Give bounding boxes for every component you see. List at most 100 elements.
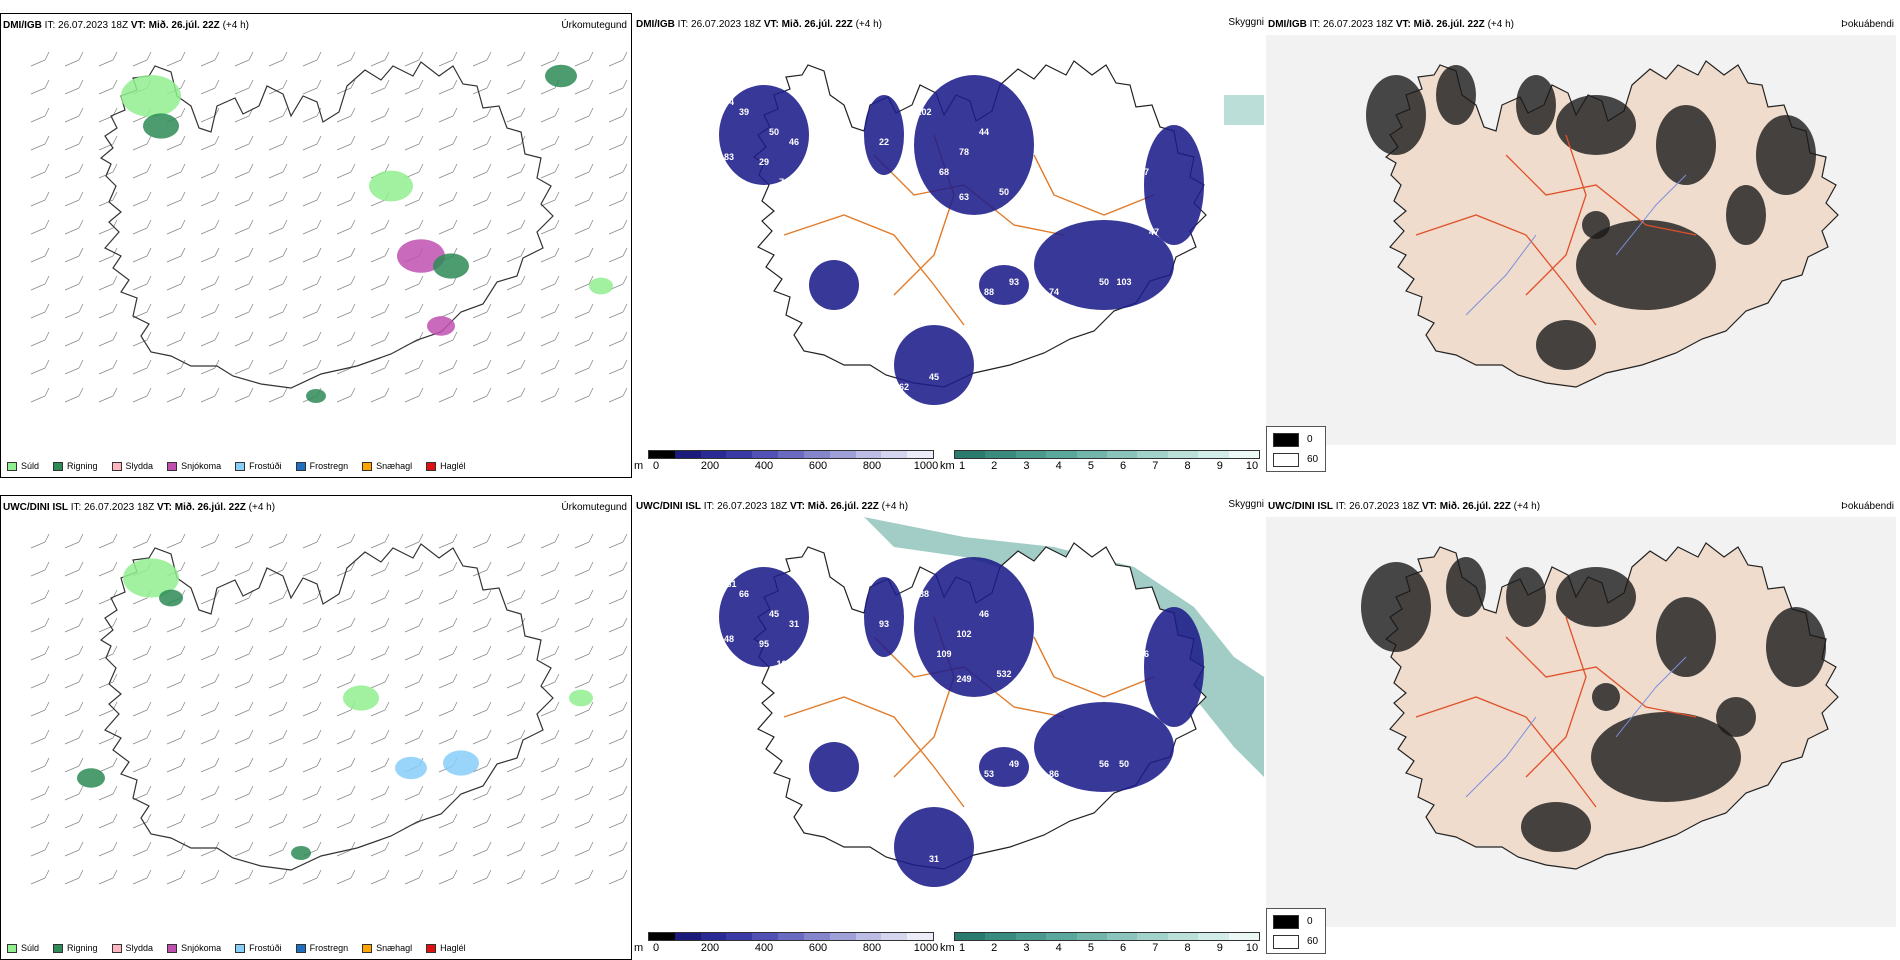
wind-barb [30, 163, 50, 179]
wind-barb [574, 533, 594, 549]
colorbar-step [1076, 451, 1108, 458]
wind-barb [166, 841, 186, 857]
wind-barb [404, 107, 424, 123]
colorbar-step [881, 451, 908, 458]
wind-barb [404, 561, 424, 577]
legend-label: Frostúði [249, 943, 282, 953]
visibility-value: 51 [1029, 774, 1039, 784]
colorbar-step [1076, 933, 1108, 940]
fog-legend-swatch [1273, 915, 1299, 929]
fog-area [1516, 75, 1556, 135]
visibility-value: 109 [936, 649, 951, 659]
wind-barb [472, 617, 492, 633]
wind-barb [370, 813, 390, 829]
wind-barb [574, 79, 594, 95]
wind-barb [166, 191, 186, 207]
wind-barb [608, 331, 628, 347]
wind-barb [302, 533, 322, 549]
fog-area [1756, 115, 1816, 195]
fog-legend: 0 60 [1266, 908, 1326, 954]
visibility-km-colorbar: km 1 2 3 4 5 6 7 8 9 10 [940, 450, 1266, 474]
colorbar-unit: m [634, 460, 644, 472]
precip-panel-uwc: UWC/DINI ISL IT: 26.07.2023 18Z VT: Mið.… [0, 495, 632, 960]
wind-barb [302, 163, 322, 179]
wind-barb [574, 813, 594, 829]
wind-barb [302, 785, 322, 801]
wind-barb [370, 387, 390, 403]
fog-area [1366, 75, 1426, 155]
wind-barb [98, 841, 118, 857]
precip-area [121, 75, 181, 117]
legend-swatch [362, 943, 373, 953]
colorbar-tick: 800 [862, 460, 882, 472]
wind-barb [506, 561, 526, 577]
wind-barb [608, 247, 628, 263]
legend-label: Snjókoma [181, 461, 222, 471]
wind-barb [472, 135, 492, 151]
wind-barb [268, 247, 288, 263]
colorbar-tick: 600 [808, 942, 828, 954]
wind-barb [370, 701, 390, 717]
wind-barb [472, 51, 492, 67]
wind-barb [268, 275, 288, 291]
wind-barb [574, 841, 594, 857]
low-visibility-area [914, 557, 1034, 697]
wind-barb [336, 617, 356, 633]
colorbar-tick: 600 [808, 460, 828, 472]
wind-barb [64, 701, 84, 717]
wind-barb [268, 303, 288, 319]
low-visibility-area [894, 807, 974, 887]
legend-swatch [426, 943, 437, 953]
wind-barb [540, 135, 560, 151]
legend-item: Frostregn [295, 943, 348, 953]
colorbar-step [1167, 451, 1199, 458]
low-visibility-area [894, 325, 974, 405]
precip-map [30, 51, 628, 403]
wind-barb [200, 729, 220, 745]
low-visibility-area [1144, 125, 1204, 245]
wind-barb [30, 701, 50, 717]
colorbar-step [803, 451, 830, 458]
wind-barb [98, 387, 118, 403]
wind-barb [98, 275, 118, 291]
fog-area [1716, 697, 1756, 737]
wind-barb [574, 645, 594, 661]
wind-barb [540, 533, 560, 549]
wind-barb [64, 645, 84, 661]
wind-barb [200, 219, 220, 235]
wind-barb [302, 701, 322, 717]
wind-barb [64, 785, 84, 801]
wind-barb [200, 533, 220, 549]
colorbar-step [855, 933, 882, 940]
colorbar-ramp [648, 450, 934, 459]
fog-area [1556, 95, 1636, 155]
visibility-value: 73 [1029, 237, 1039, 247]
wind-barb [472, 841, 492, 857]
low-visibility-area [979, 265, 1029, 305]
wind-barb [336, 219, 356, 235]
wind-barb [438, 785, 458, 801]
wind-barb [30, 869, 50, 885]
wind-barb [64, 303, 84, 319]
wind-barb [540, 757, 560, 773]
colorbar-tick: 3 [1023, 460, 1030, 472]
wind-barb [574, 191, 594, 207]
precip-area [589, 277, 613, 295]
visibility-value: 97 [1029, 589, 1039, 599]
wind-barb [200, 359, 220, 375]
wind-barb [506, 387, 526, 403]
colorbar-tick: 9 [1216, 942, 1223, 954]
legend-swatch [111, 461, 122, 471]
precip-area [159, 589, 183, 607]
low-visibility-area [979, 747, 1029, 787]
wind-barb [234, 729, 254, 745]
wind-barb [370, 303, 390, 319]
wind-barb [608, 135, 628, 151]
wind-barb [268, 387, 288, 403]
wind-barb [608, 785, 628, 801]
wind-barb [132, 701, 152, 717]
wind-barb [404, 303, 424, 319]
wind-barb [404, 841, 424, 857]
wind-barb [234, 51, 254, 67]
colorbar-step [726, 451, 753, 458]
